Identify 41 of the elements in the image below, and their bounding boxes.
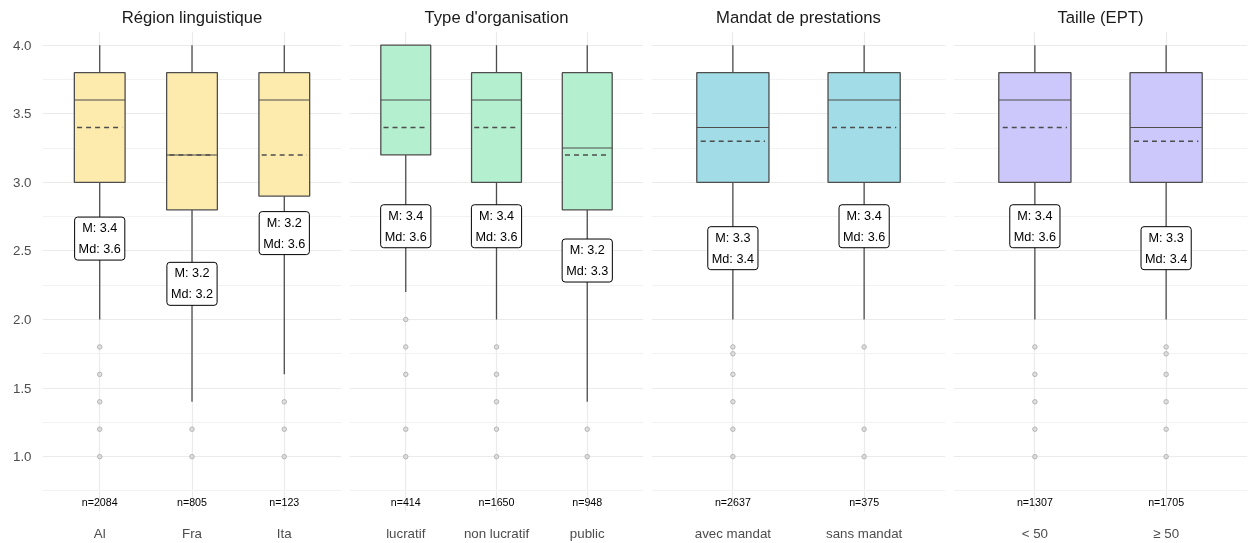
annotation: M: 3.2 Md: 3.3 (566, 243, 609, 279)
annotation: M: 3.2 Md: 3.6 (263, 215, 306, 251)
annotation: n=2084 (81, 495, 118, 508)
x-tick-label: ≥ 50 (1153, 525, 1180, 541)
annotation: n=948 (572, 495, 603, 508)
chart-title: Type d'organisation (424, 7, 569, 27)
annotation: n=1705 (1148, 495, 1185, 508)
annotation: M: 3.4 Md: 3.6 (843, 208, 886, 244)
x-tick-label: < 50 (1021, 525, 1049, 541)
y-tick-label: 3.5 (12, 106, 32, 122)
y-tick-label: 4.0 (12, 37, 32, 53)
annotation: n=2637 (714, 495, 751, 508)
annotation: n=1650 (478, 495, 515, 508)
x-tick-label: lucratif (386, 525, 426, 541)
x-tick-label: avec mandat (694, 525, 772, 541)
x-tick-label: Ita (276, 525, 293, 541)
annotation: M: 3.4 Md: 3.6 (1013, 208, 1056, 244)
annotation: M: 3.4 Md: 3.6 (475, 208, 518, 244)
y-tick-label: 2.0 (12, 312, 32, 327)
annotation: M: 3.4 Md: 3.6 (384, 208, 427, 244)
x-tick-label: Al (93, 525, 106, 541)
annotation: M: 3.3 Md: 3.4 (711, 230, 754, 266)
chart-title: Mandat de prestations (716, 7, 881, 27)
annotation: M: 3.3 Md: 3.4 (1145, 230, 1188, 266)
y-tick-label: 3.0 (12, 174, 32, 190)
annotation: n=805 (177, 495, 208, 508)
x-tick-label: Fra (182, 525, 203, 541)
annotation: M: 3.2 Md: 3.2 (170, 266, 214, 302)
y-tick-label: 1.0 (12, 449, 32, 465)
y-tick-label: 2.5 (12, 243, 32, 259)
x-tick-label: sans mandat (825, 525, 903, 541)
x-tick-label: non lucratif (463, 525, 530, 541)
x-tick-label: public (569, 525, 605, 541)
y-tick-label: 1.5 (12, 380, 32, 396)
annotation: n=375 (849, 495, 880, 508)
annotation: n=1307 (1016, 495, 1053, 508)
chart-title: Région linguistique (121, 7, 263, 27)
annotation: n=414 (390, 495, 421, 508)
chart-title: Taille (EPT) (1057, 7, 1144, 27)
annotation: n=123 (269, 495, 300, 508)
annotation: M: 3.4 Md: 3.6 (78, 221, 121, 257)
